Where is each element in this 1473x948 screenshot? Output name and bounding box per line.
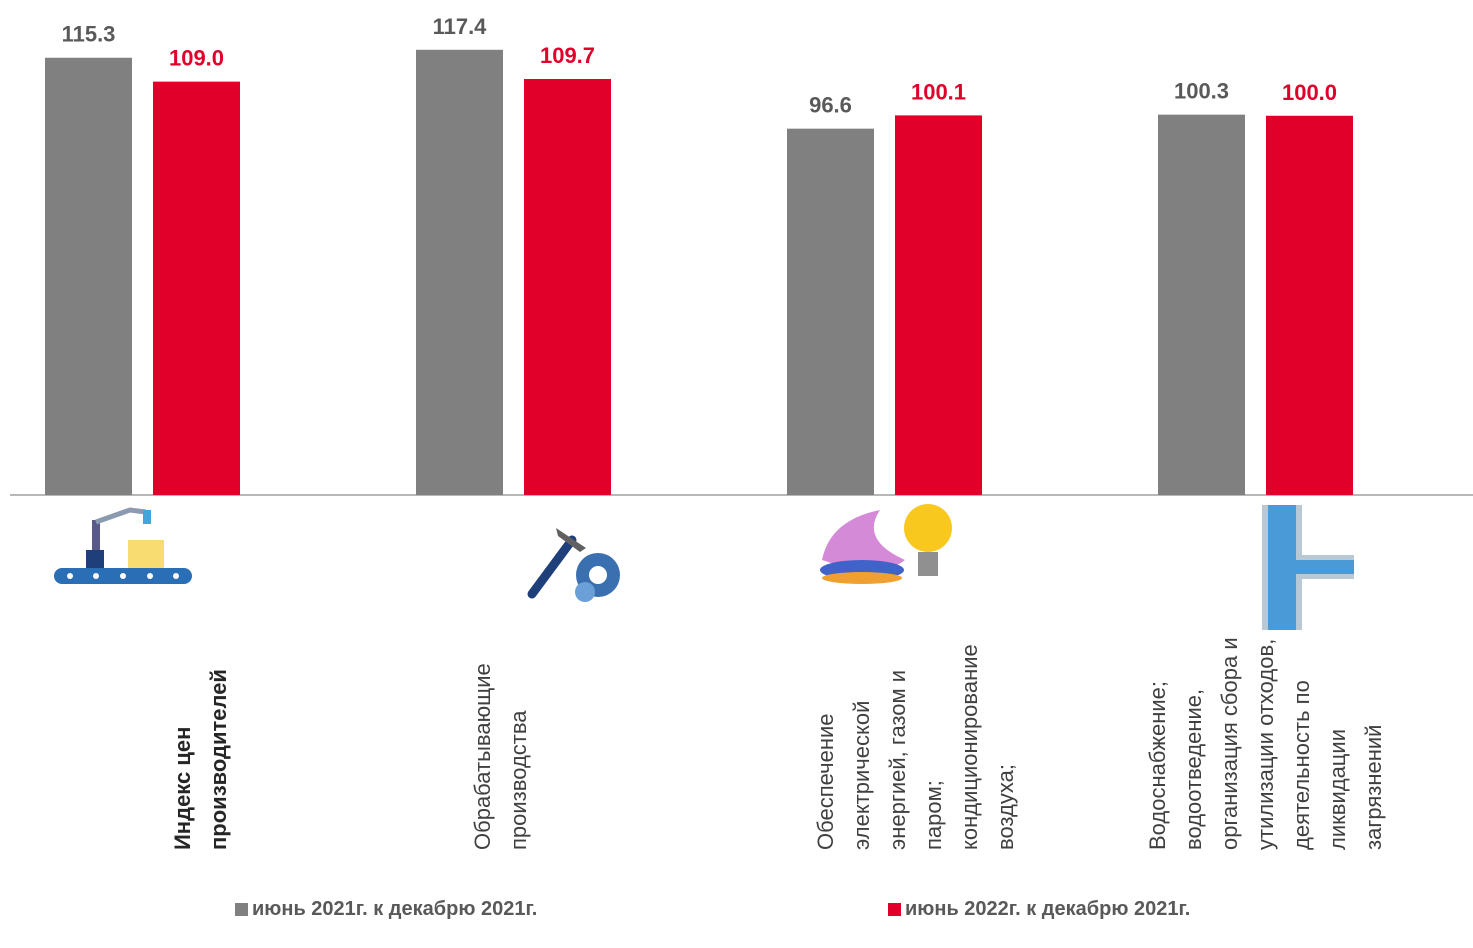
icon-tools xyxy=(527,528,620,602)
legend-label: июнь 2022г. к декабрю 2021г. xyxy=(905,898,1191,920)
icon-pipe xyxy=(1262,505,1354,630)
category-label: Индекс цен производителей xyxy=(170,669,231,850)
value-label: 100.3 xyxy=(1174,79,1229,104)
icon-conveyor xyxy=(54,507,192,584)
bar xyxy=(895,115,982,495)
value-label: 100.1 xyxy=(911,79,966,104)
bar xyxy=(787,128,874,495)
value-label: 96.6 xyxy=(809,93,852,118)
bar xyxy=(524,78,611,495)
legend-item: июнь 2022г. к декабрю 2021г. xyxy=(888,898,1190,921)
legend-label: июнь 2021г. к декабрю 2021г. xyxy=(252,898,538,920)
category-label: Обрабатывающие производства xyxy=(470,663,531,850)
category-label: Обеспечение электрической энергией, газо… xyxy=(813,644,1018,850)
legend-swatch xyxy=(888,903,901,916)
bar xyxy=(1266,115,1353,496)
category-label: Водоснабжение; водоотведение, организаци… xyxy=(1145,637,1386,850)
bar xyxy=(416,49,503,495)
bar xyxy=(45,57,132,496)
bar xyxy=(153,81,240,495)
value-label: 115.3 xyxy=(62,22,116,47)
value-label: 100.0 xyxy=(1282,80,1337,105)
legend-swatch xyxy=(235,903,248,916)
legend-item: июнь 2021г. к декабрю 2021г. xyxy=(235,898,537,921)
bar xyxy=(1158,114,1245,496)
value-label: 117.4 xyxy=(433,14,488,39)
value-label: 109.0 xyxy=(169,46,224,71)
value-label: 109.7 xyxy=(540,43,595,68)
icon-energy xyxy=(820,504,952,584)
